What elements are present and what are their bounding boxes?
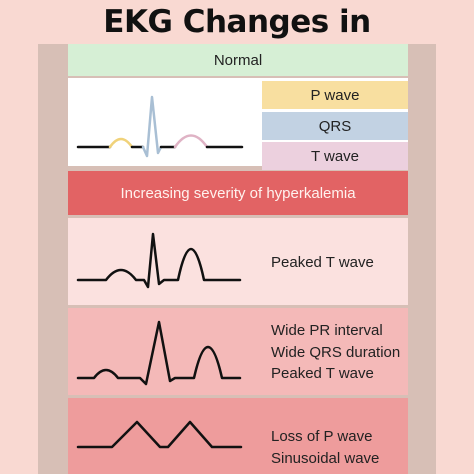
- legend-qrs: QRS: [262, 112, 408, 140]
- normal-ekg-trace: [76, 95, 244, 158]
- stage-2-line-2: Wide QRS duration: [271, 343, 401, 361]
- stage-2-ekg-trace: [76, 320, 242, 386]
- stage-1-panel: [68, 218, 408, 305]
- normal-qrs-complex: [141, 95, 163, 158]
- stage-2-line-1: Wide PR interval: [271, 322, 383, 339]
- stage-1-line-1: Peaked T wave: [271, 254, 374, 271]
- normal-header-label: Normal: [213, 51, 263, 69]
- legend-p-wave: P wave: [262, 81, 408, 109]
- stage-2-label: Wide PR interval Wide QRS duration Peake…: [271, 320, 400, 385]
- stage-1-label: Peaked T wave: [271, 252, 374, 274]
- stage-2-panel: [68, 308, 408, 395]
- legend-t-wave: T wave: [262, 142, 408, 170]
- stage-3-label: Loss of P wave Sinusoidal wave: [271, 426, 379, 469]
- legend-p-wave-label: P wave: [310, 86, 360, 104]
- normal-header: Normal: [68, 44, 408, 76]
- stage-3-line-1: Loss of P wave: [271, 428, 373, 445]
- stage-3-line-2: Sinusoidal wave: [271, 449, 380, 467]
- legend-t-wave-label: T wave: [310, 147, 360, 165]
- severity-banner: Increasing severity of hyperkalemia: [68, 171, 408, 215]
- stage-3-ekg-trace: [76, 420, 243, 449]
- normal-p-wave: [108, 137, 134, 149]
- normal-t-wave: [173, 134, 209, 149]
- legend-qrs-label: QRS: [318, 117, 352, 135]
- stage-1-ekg-trace: [76, 232, 242, 289]
- stage-2-line-3: Peaked T wave: [271, 365, 374, 382]
- severity-label: Increasing severity of hyperkalemia: [120, 184, 356, 202]
